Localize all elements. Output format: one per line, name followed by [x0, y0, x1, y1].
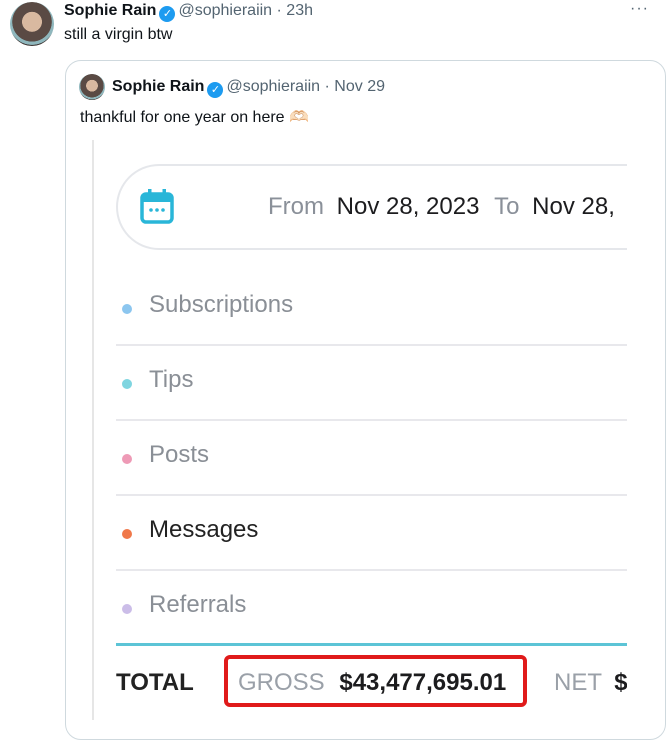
category-dot-icon	[122, 454, 132, 464]
calendar-icon	[140, 189, 174, 224]
tweet-time[interactable]: · 23h	[276, 2, 313, 19]
category-label: Messages	[149, 516, 259, 543]
total-divider	[116, 643, 627, 646]
net-label: NET	[554, 669, 602, 696]
author-name[interactable]: Sophie Rain	[64, 2, 157, 19]
category-label: Posts	[149, 441, 210, 468]
more-icon[interactable]: ···	[630, 0, 649, 17]
gross-label: GROSS	[238, 669, 325, 696]
earnings-row-referrals[interactable]: Referrals	[116, 571, 627, 646]
quoted-text: thankful for one year on here 🫶🏻	[80, 109, 309, 126]
tweet-text: still a virgin btw	[64, 26, 173, 43]
category-dot-icon	[122, 604, 132, 614]
gross-total: GROSS $43,477,695.01	[238, 669, 506, 697]
earnings-row-messages[interactable]: Messages	[116, 496, 627, 571]
verified-icon: ✓	[207, 82, 224, 98]
from-date: Nov 28, 2023	[336, 193, 480, 220]
quoted-header: Sophie Rain ✓ @sophieraiin · Nov 29	[112, 78, 385, 98]
date-range-picker: From Nov 28, 2023 To Nov 28,	[116, 164, 627, 250]
category-label: Subscriptions	[149, 291, 294, 318]
net-value: $	[614, 669, 627, 696]
avatar[interactable]	[10, 2, 54, 46]
author-handle[interactable]: @sophieraiin	[178, 2, 273, 19]
earnings-row-posts[interactable]: Posts	[116, 421, 627, 496]
earnings-row-tips[interactable]: Tips	[116, 346, 627, 421]
total-label: TOTAL	[116, 669, 194, 696]
to-label: To	[494, 193, 520, 220]
net-total: NET $	[554, 669, 627, 697]
verified-icon: ✓	[159, 6, 176, 22]
from-label: From	[268, 193, 324, 220]
tweet-header: Sophie Rain ✓ @sophieraiin · 23h	[64, 2, 313, 22]
category-dot-icon	[122, 379, 132, 389]
quoted-handle: @sophieraiin	[226, 78, 321, 95]
earnings-screenshot[interactable]: From Nov 28, 2023 To Nov 28, Subscriptio…	[92, 140, 627, 720]
quoted-time: · Nov 29	[324, 78, 385, 95]
to-date: Nov 28,	[532, 193, 615, 220]
quoted-avatar	[79, 74, 105, 100]
quoted-author-name: Sophie Rain	[112, 78, 205, 95]
category-label: Tips	[149, 366, 194, 393]
quoted-tweet[interactable]: Sophie Rain ✓ @sophieraiin · Nov 29 thankf…	[65, 60, 666, 740]
earnings-row-subscriptions[interactable]: Subscriptions	[116, 271, 627, 346]
category-label: Referrals	[149, 591, 247, 618]
gross-value: $43,477,695.01	[339, 669, 507, 696]
gross-highlight-box	[224, 655, 527, 707]
category-dot-icon	[122, 529, 132, 539]
category-dot-icon	[122, 304, 132, 314]
